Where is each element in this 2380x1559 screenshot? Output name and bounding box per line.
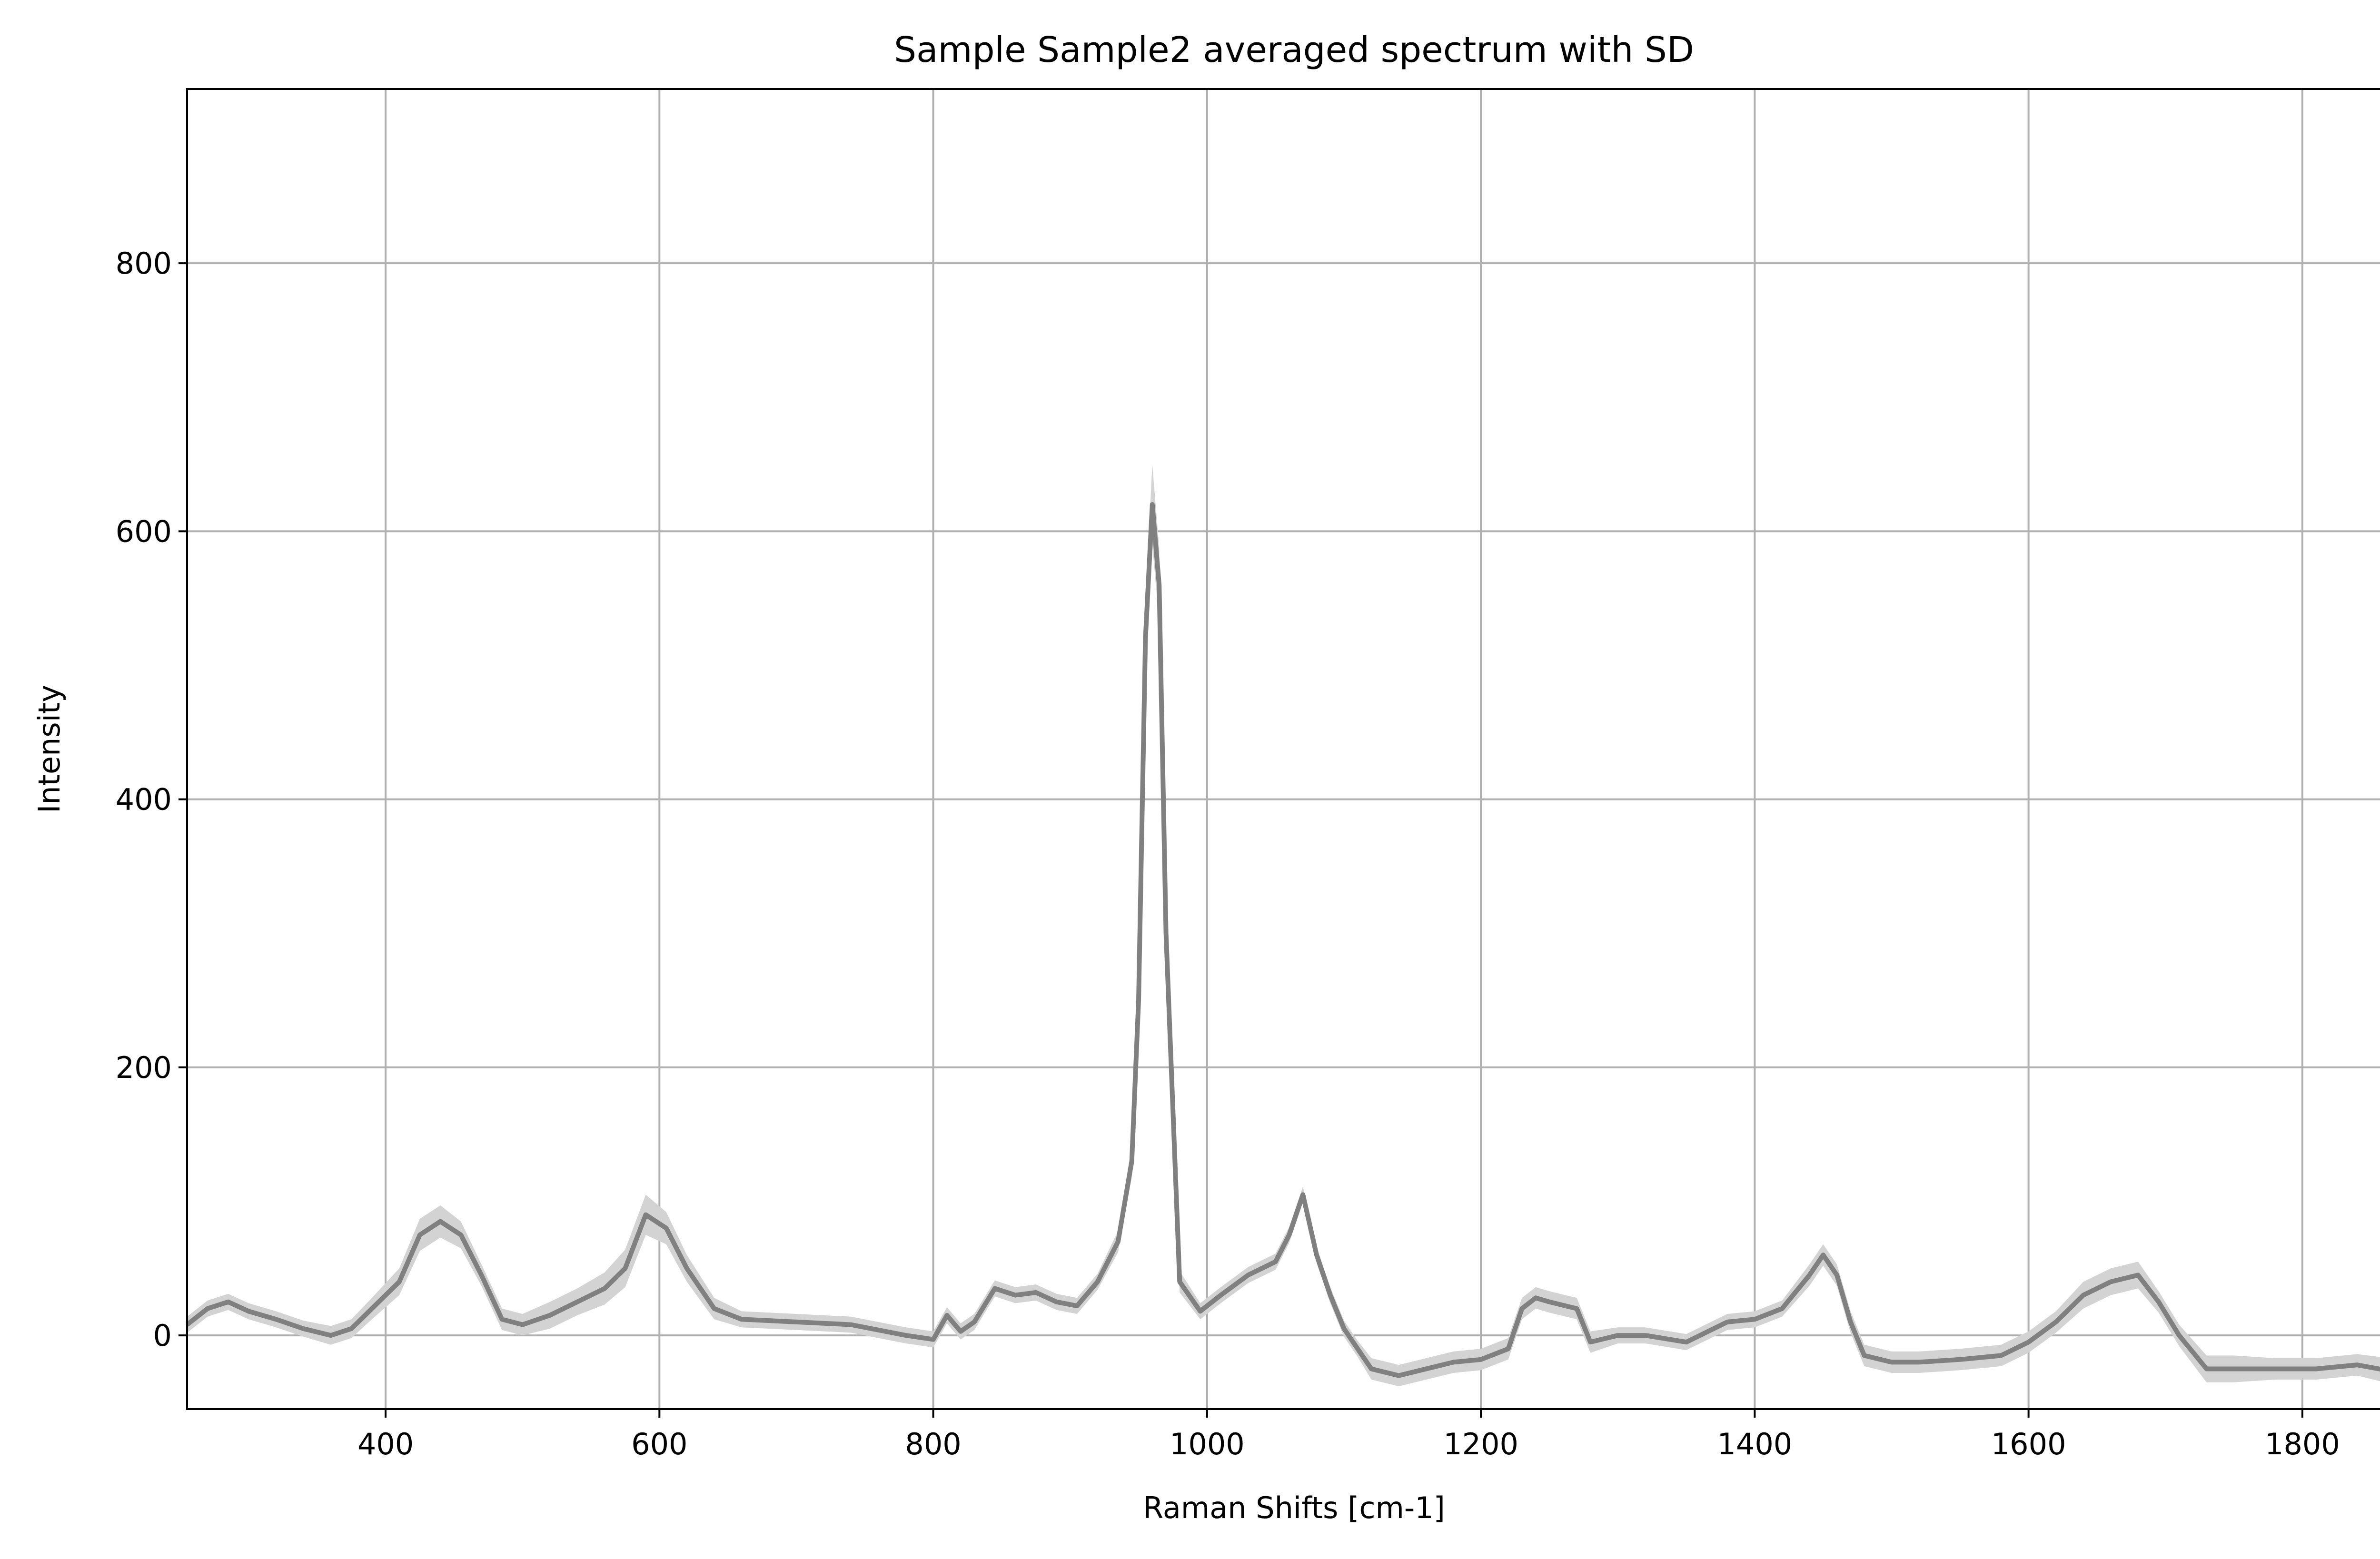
chart-title: Sample Sample2 averaged spectrum with SD xyxy=(894,30,1694,70)
y-axis-label: Intensity xyxy=(32,685,67,813)
x-tick-label: 1600 xyxy=(1991,1427,2066,1461)
ticks: 400 600 800 1000 1200 1400 1600 1800 0 200 400 600 8… xyxy=(116,246,2340,1461)
x-tick-label: 1000 xyxy=(1170,1427,1245,1461)
axes-frame xyxy=(186,88,2380,1410)
x-tick-label: 400 xyxy=(357,1427,414,1461)
x-tick-label: 600 xyxy=(631,1427,687,1461)
mean-spectrum-line xyxy=(185,502,2380,1378)
x-tick-label: 800 xyxy=(905,1427,961,1461)
x-tick-label: 1800 xyxy=(2265,1427,2340,1461)
y-tick-label: 800 xyxy=(116,246,172,281)
y-tick-label: 0 xyxy=(153,1318,172,1353)
mean-line-layer xyxy=(185,502,2380,1378)
x-tick-label: 1200 xyxy=(1443,1427,1518,1461)
y-tick-label: 600 xyxy=(116,514,172,549)
y-tick-label: 200 xyxy=(116,1050,172,1085)
grid xyxy=(187,89,2380,1409)
x-tick-label: 1400 xyxy=(1717,1427,1792,1461)
y-tick-label: 400 xyxy=(116,782,172,817)
x-axis-label: Raman Shifts [cm-1] xyxy=(1143,1490,1445,1525)
